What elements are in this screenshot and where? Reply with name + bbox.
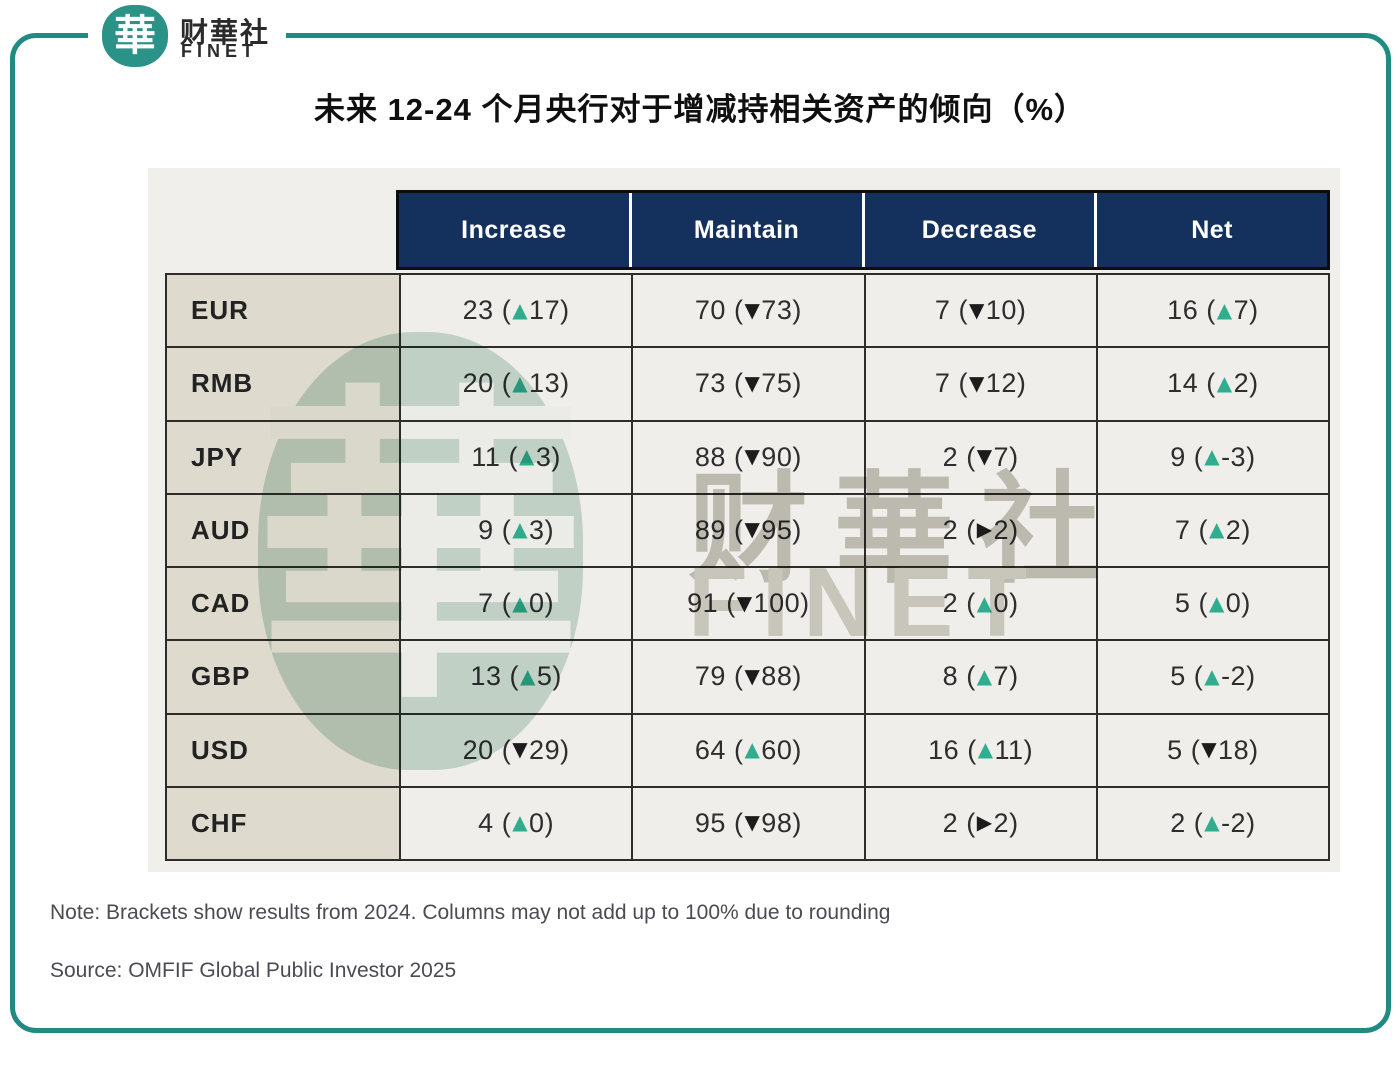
triangle-up-icon: ▲: [1208, 590, 1225, 615]
triangle-up-icon: ▲: [976, 590, 993, 615]
row-label-jpy: JPY: [167, 421, 399, 493]
triangle-down-icon: ▼: [744, 297, 761, 322]
footnote: Note: Brackets show results from 2024. C…: [50, 901, 891, 924]
page-border-frame: [10, 33, 1391, 1033]
logo-name-chinese: 财華社: [180, 17, 271, 48]
cell-jpy-increase: 11 (▲ 3): [401, 421, 632, 493]
table-body: EUR 23 (▲ 17) 70 (▼ 73) 7 (▼ 10) 16 (▲ 7) RMB 20 (…: [165, 273, 1330, 861]
cell-gbp-net: 5 (▲ -2): [1097, 641, 1328, 713]
cell-rmb-maintain: 73 (▼ 75): [633, 348, 864, 420]
cell-rmb-net: 14 (▲ 2): [1097, 348, 1328, 420]
cell-usd-maintain: 64 (▲ 60): [633, 714, 864, 786]
cell-jpy-net: 9 (▲ -3): [1097, 421, 1328, 493]
cell-cad-increase: 7 (▲ 0): [401, 568, 632, 640]
row-label-aud: AUD: [167, 494, 399, 566]
triangle-up-icon: ▲: [518, 444, 535, 469]
cell-aud-net: 7 (▲ 2): [1097, 494, 1328, 566]
row-label-chf: CHF: [167, 787, 399, 859]
cell-rmb-increase: 20 (▲ 13): [401, 348, 632, 420]
triangle-down-icon: ▼: [744, 810, 761, 835]
cell-cad-decrease: 2 (▲ 0): [865, 568, 1096, 640]
page-title: 未来 12-24 个月央行对于增减持相关资产的倾向（%）: [313, 92, 1087, 127]
cell-aud-decrease: 2 (▶ 2): [865, 494, 1096, 566]
triangle-down-icon: ▼: [744, 444, 761, 469]
cell-chf-increase: 4 (▲ 0): [401, 787, 632, 859]
triangle-down-icon: ▼: [512, 737, 529, 762]
triangle-down-icon: ▼: [968, 297, 985, 322]
cell-usd-increase: 20 (▼ 29): [401, 714, 632, 786]
column-header-maintain: Maintain: [628, 193, 862, 267]
triangle-down-icon: ▼: [744, 370, 761, 395]
cell-aud-increase: 9 (▲ 3): [401, 494, 632, 566]
cell-usd-net: 5 (▼ 18): [1097, 714, 1328, 786]
table-panel: Increase Maintain Decrease Net EUR 23 (▲ 17) 7…: [148, 168, 1340, 872]
table-header-row: Increase Maintain Decrease Net: [396, 190, 1330, 270]
triangle-right-icon: ▶: [976, 517, 993, 542]
cell-gbp-increase: 13 (▲ 5): [401, 641, 632, 713]
cell-chf-decrease: 2 (▶ 2): [865, 787, 1096, 859]
row-label-cad: CAD: [167, 568, 399, 640]
triangle-up-icon: ▲: [1204, 663, 1221, 688]
logo-name-english: FINET: [181, 41, 258, 61]
triangle-up-icon: ▲: [512, 297, 529, 322]
cell-chf-maintain: 95 (▼ 98): [633, 787, 864, 859]
triangle-up-icon: ▲: [1216, 297, 1233, 322]
cell-jpy-maintain: 88 (▼ 90): [633, 421, 864, 493]
finet-logo-icon: 華: [102, 5, 168, 67]
cell-eur-net: 16 (▲ 7): [1097, 275, 1328, 347]
triangle-down-icon: ▼: [1201, 737, 1218, 762]
triangle-down-icon: ▼: [736, 590, 753, 615]
triangle-up-icon: ▲: [519, 663, 536, 688]
cell-usd-decrease: 16 (▲ 11): [865, 714, 1096, 786]
row-label-gbp: GBP: [167, 641, 399, 713]
triangle-up-icon: ▲: [976, 663, 993, 688]
triangle-up-icon: ▲: [1216, 370, 1233, 395]
triangle-up-icon: ▲: [977, 737, 994, 762]
triangle-down-icon: ▼: [744, 517, 761, 542]
cell-gbp-maintain: 79 (▼ 88): [633, 641, 864, 713]
triangle-up-icon: ▲: [1204, 444, 1221, 469]
triangle-up-icon: ▲: [744, 737, 761, 762]
cell-chf-net: 2 (▲ -2): [1097, 787, 1328, 859]
triangle-up-icon: ▲: [512, 517, 529, 542]
column-header-increase: Increase: [461, 215, 567, 244]
cell-rmb-decrease: 7 (▼ 12): [865, 348, 1096, 420]
triangle-up-icon: ▲: [1208, 517, 1225, 542]
cell-gbp-decrease: 8 (▲ 7): [865, 641, 1096, 713]
cell-eur-increase: 23 (▲ 17): [401, 275, 632, 347]
cell-eur-decrease: 7 (▼ 10): [865, 275, 1096, 347]
row-label-eur: EUR: [167, 275, 399, 347]
cell-jpy-decrease: 2 (▼ 7): [865, 421, 1096, 493]
column-header-net: Net: [1094, 193, 1327, 267]
triangle-up-icon: ▲: [512, 810, 529, 835]
logo-glyph: 華: [113, 12, 156, 59]
cell-cad-maintain: 91 (▼ 100): [633, 568, 864, 640]
source-line: Source: OMFIF Global Public Investor 202…: [50, 959, 457, 982]
triangle-down-icon: ▼: [744, 663, 761, 688]
triangle-up-icon: ▲: [1204, 810, 1221, 835]
triangle-up-icon: ▲: [512, 590, 529, 615]
cell-aud-maintain: 89 (▼ 95): [633, 494, 864, 566]
row-label-usd: USD: [167, 714, 399, 786]
column-header-decrease: Decrease: [861, 193, 1095, 267]
triangle-right-icon: ▶: [976, 810, 993, 835]
triangle-up-icon: ▲: [512, 370, 529, 395]
triangle-down-icon: ▼: [968, 370, 985, 395]
cell-eur-maintain: 70 (▼ 73): [633, 275, 864, 347]
row-label-rmb: RMB: [167, 348, 399, 420]
triangle-down-icon: ▼: [976, 444, 993, 469]
cell-cad-net: 5 (▲ 0): [1097, 568, 1328, 640]
